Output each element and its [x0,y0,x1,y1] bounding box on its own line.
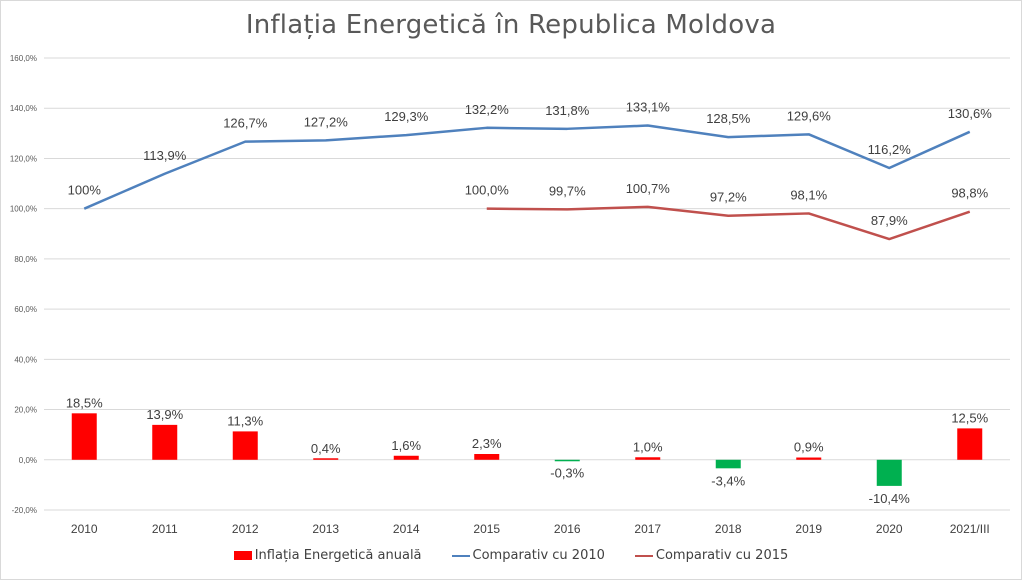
legend-swatch-line [634,554,653,557]
bar [635,457,661,460]
bar [474,454,500,460]
y-tick-label: 100,0% [10,205,37,214]
x-tick-label: 2018 [715,522,742,536]
bar-data-label: -3,4% [711,473,745,488]
y-tick-label: 120,0% [10,154,37,163]
bar [313,458,339,460]
bar-data-label: 1,6% [391,438,421,453]
bar-data-label: 1,0% [633,439,663,454]
y-tick-label: 40,0% [14,355,37,364]
x-tick-label: 2016 [554,522,581,536]
line-data-label: 100,0% [465,183,510,198]
y-tick-label: 80,0% [14,255,37,264]
bar-data-label: 12,5% [951,410,988,425]
legend-label: Inflația Energetică anuală [254,548,422,563]
legend-label: Comparativ cu 2010 [472,548,605,563]
bar [715,459,741,469]
chart-title: Inflația Energetică în Republica Moldova [245,10,777,40]
bar-data-label: 11,3% [227,413,263,428]
bar [796,457,822,460]
bar [876,459,902,486]
bar [152,424,178,460]
line-data-label: 116,2% [868,142,912,157]
bar-data-label: 13,9% [146,407,183,422]
line-data-label: 97,2% [710,190,747,205]
legend-label: Comparativ cu 2015 [655,548,789,563]
legend-item-2010[interactable]: Comparativ cu 2010 [451,548,605,563]
x-tick-label: 2011 [152,522,178,536]
line-data-label: 131,8% [545,103,590,118]
line-data-label: 100,7% [626,181,671,196]
line-data-label: 98,8% [951,186,988,201]
line-data-label: 129,3% [384,109,429,124]
x-tick-label: 2017 [634,522,661,536]
line-data-label: 100% [68,183,102,198]
y-tick-label: 60,0% [14,305,37,314]
y-axis-ticks: -20,0% 0,0% 20,0% 40,0% 60,0% 80,0% 100,0% 120,… [10,54,37,515]
x-tick-label: 2010 [71,522,98,536]
line-data-label: 87,9% [871,213,908,228]
x-tick-label: 2013 [312,522,339,536]
legend-swatch-line [451,554,470,557]
legend-item-annual[interactable]: Inflația Energetică anuală [233,548,422,563]
x-tick-label: 2020 [876,522,903,536]
y-tick-label: -20,0% [12,506,37,515]
data-labels: 18,5% 13,9% 11,3% 0,4% 1,6% 2,3% -0,3% 1,0% -3,4… [66,100,992,506]
line-data-label: 126,7% [223,116,268,131]
y-tick-label: 160,0% [10,54,37,63]
legend-swatch-bar [233,551,252,560]
line-data-label: 132,2% [465,102,510,117]
bar-data-label: 0,9% [794,440,824,455]
line-data-label: 113,9% [143,148,187,163]
gridlines [44,57,1010,511]
line-data-label: 99,7% [549,183,586,198]
bar [554,459,580,462]
bar-data-label: -10,4% [869,491,911,506]
x-axis-ticks: 2010 2011 2012 2013 2014 2015 2016 2017 2018 2019… [71,522,990,536]
bar [71,413,97,460]
bar-data-label: 2,3% [472,436,502,451]
y-tick-label: 20,0% [14,406,37,415]
line-data-label: 133,1% [626,100,671,115]
line-data-label: 130,6% [948,106,993,121]
x-tick-label: 2021/III [950,522,990,536]
legend-item-2015[interactable]: Comparativ cu 2015 [634,548,789,563]
x-tick-label: 2019 [795,522,822,536]
line-comparativ-2010 [83,124,971,210]
line-data-label: 129,6% [787,108,832,123]
bar-data-label: -0,3% [550,466,584,481]
bar [957,428,983,460]
y-tick-label: 140,0% [10,104,37,113]
x-tick-label: 2012 [232,522,259,536]
x-tick-label: 2015 [473,522,500,536]
bar-data-label: 0,4% [311,441,341,456]
bar [393,455,419,460]
line-data-label: 127,2% [304,114,349,129]
line-data-label: 128,5% [706,111,751,126]
line-series [83,124,971,241]
bar-data-label: 18,5% [66,395,103,410]
y-tick-label: 0,0% [19,456,37,465]
line-data-label: 98,1% [790,187,827,202]
legend: Inflația Energetică anuală Comparativ cu… [0,548,1022,563]
x-tick-label: 2014 [393,522,420,536]
bar-series [71,413,983,486]
bar [232,431,258,460]
